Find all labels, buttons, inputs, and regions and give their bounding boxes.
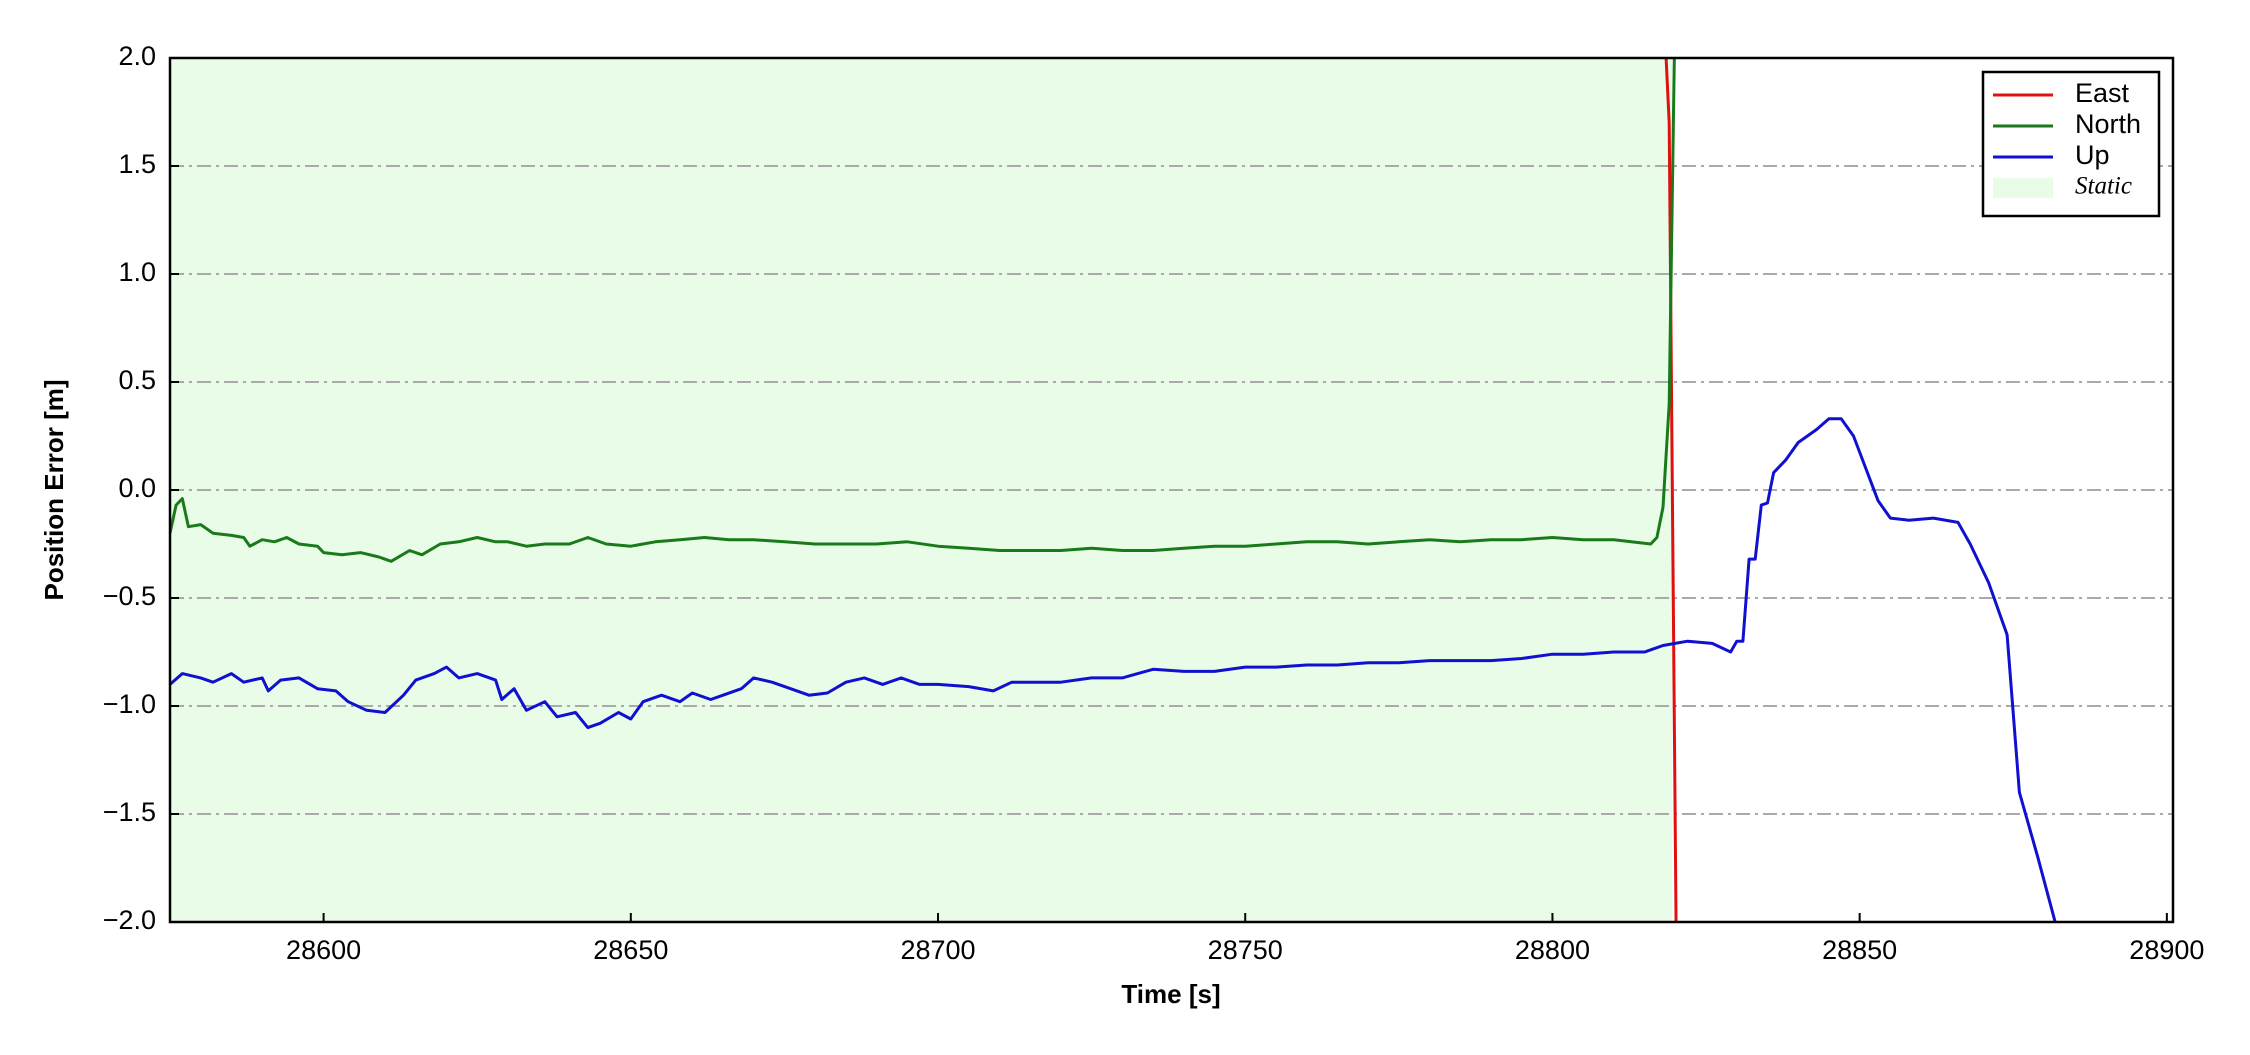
x-tick-label: 28650 <box>593 935 668 965</box>
x-tick-label: 28800 <box>1515 935 1590 965</box>
x-tick-label: 28850 <box>1822 935 1897 965</box>
y-tick-label: −0.5 <box>103 581 156 611</box>
y-tick-label: −1.5 <box>103 797 156 827</box>
series-line <box>170 417 2057 922</box>
series-line <box>170 58 1676 563</box>
x-tick-label: 28900 <box>2129 935 2204 965</box>
plot-area <box>170 58 2057 922</box>
y-axis-label: Position Error [m] <box>39 379 69 600</box>
y-tick-label: −2.0 <box>103 905 156 935</box>
x-tick-label: 28700 <box>900 935 975 965</box>
y-tick-label: 2.0 <box>118 41 156 71</box>
y-tick-label: 1.0 <box>118 257 156 287</box>
y-tick-label: 0.5 <box>118 365 156 395</box>
x-axis-label: Time [s] <box>1121 979 1220 1009</box>
x-tick-label: 28600 <box>286 935 361 965</box>
legend-label: East <box>2075 78 2130 108</box>
legend-label: Static <box>2075 173 2132 200</box>
x-tick-label: 28750 <box>1208 935 1283 965</box>
legend-swatch <box>1993 178 2053 198</box>
plot-under <box>170 57 2173 923</box>
legend-label: North <box>2075 109 2141 139</box>
y-tick-label: 0.0 <box>118 473 156 503</box>
y-tick-label: −1.0 <box>103 689 156 719</box>
y-tick-label: 1.5 <box>118 149 156 179</box>
plot-over: 2.0 1.5 1.0 0.5 0.0 −0.5 −1.0 −1.5 −2.0 28600 2865… <box>103 41 2205 965</box>
series-line <box>1664 58 1678 922</box>
legend-label: Up <box>2075 140 2110 170</box>
plot-frame <box>168 56 2175 924</box>
